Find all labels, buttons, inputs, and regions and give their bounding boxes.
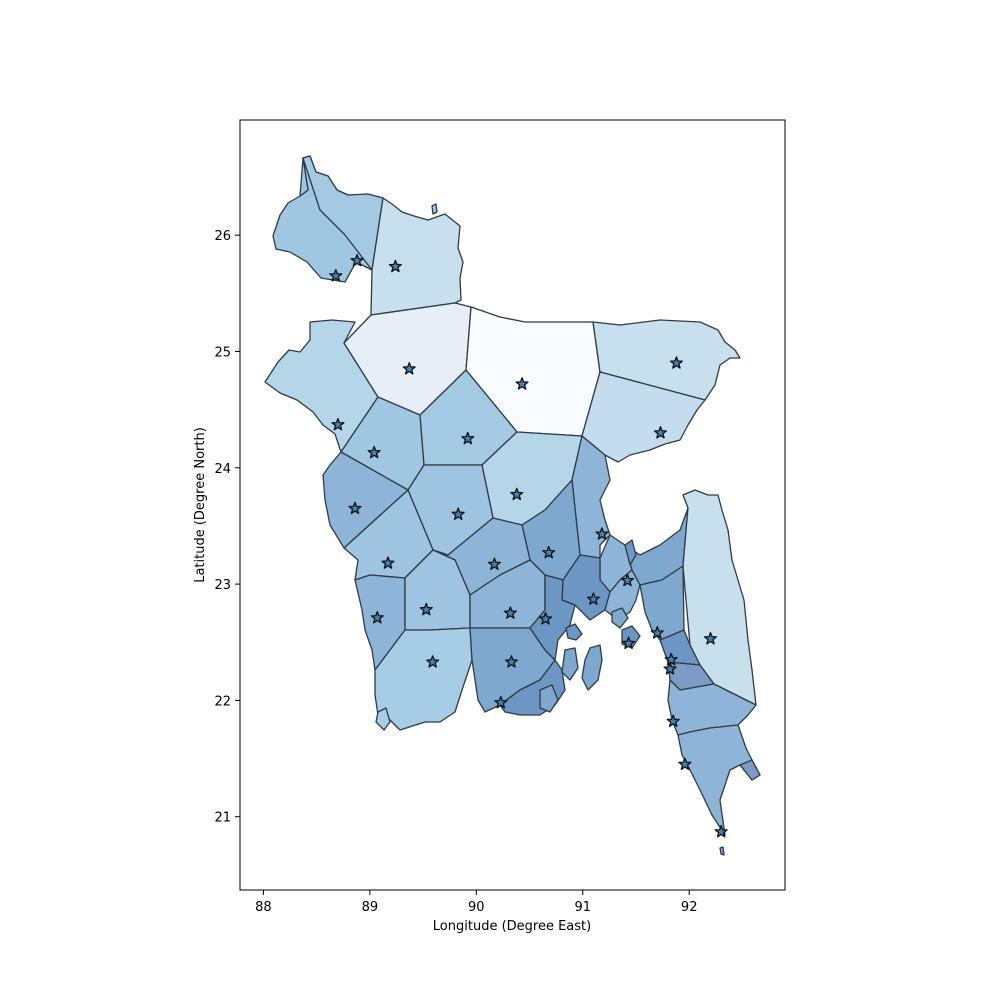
- station-star-marker: [666, 714, 680, 728]
- x-tick-label: 88: [255, 900, 272, 915]
- station-star-marker: [402, 362, 416, 375]
- station-star-marker: [426, 655, 440, 668]
- y-tick-label: 21: [214, 811, 231, 826]
- y-tick-label: 23: [214, 578, 231, 593]
- station-star-marker: [367, 445, 381, 459]
- y-axis-label: Latitude (Degree North): [193, 427, 208, 583]
- y-tick-label: 22: [214, 694, 231, 709]
- station-star-marker: [586, 592, 600, 605]
- stations-layer: [329, 253, 728, 838]
- station-star-marker: [542, 545, 556, 559]
- station-star-marker: [678, 757, 692, 771]
- station-star-marker: [663, 662, 677, 675]
- station-star-marker: [504, 655, 518, 668]
- y-axis-ticks: 21 22 23 24 25 26: [214, 229, 240, 826]
- station-star-marker: [419, 602, 433, 616]
- station-star-marker: [350, 253, 364, 267]
- station-star-marker: [331, 417, 345, 431]
- axes-frame: [239, 119, 786, 891]
- region-nilphamari: [302, 155, 384, 271]
- station-star-marker: [664, 652, 678, 666]
- y-tick-label: 24: [214, 462, 231, 477]
- region-dinajpur: [299, 157, 309, 197]
- x-tick-label: 91: [574, 900, 591, 915]
- island-3: [611, 607, 629, 629]
- regions-layer: [264, 155, 761, 856]
- island-7: [624, 539, 637, 566]
- plot-area-border: [239, 119, 786, 891]
- island-5: [561, 647, 579, 681]
- island-6: [539, 684, 559, 713]
- station-star-marker: [461, 431, 475, 445]
- region-sylhet: [592, 319, 741, 401]
- x-axis-ticks: 88 89 90 91 92: [255, 890, 697, 915]
- station-star-marker: [381, 556, 395, 569]
- station-star-marker: [620, 573, 635, 587]
- station-star-marker: [714, 824, 728, 838]
- station-star-marker: [451, 507, 465, 520]
- y-tick-label: 26: [214, 229, 231, 244]
- station-star-marker: [538, 612, 553, 625]
- station-star-marker: [621, 636, 636, 650]
- station-star-marker: [653, 426, 668, 439]
- y-tick-label: 25: [214, 345, 231, 360]
- station-star-marker: [669, 356, 683, 369]
- station-star-marker: [503, 606, 517, 619]
- island-1: [581, 644, 603, 691]
- station-star-marker: [329, 269, 343, 282]
- station-star-marker: [348, 501, 362, 515]
- x-tick-label: 89: [362, 900, 379, 915]
- region-saint-martin: [739, 759, 761, 781]
- station-star-marker: [487, 557, 501, 570]
- x-tick-label: 92: [681, 900, 698, 915]
- station-star-marker: [510, 487, 524, 501]
- region-hatiya: [529, 574, 576, 661]
- x-tick-label: 90: [468, 900, 485, 915]
- station-star-marker: [370, 610, 384, 624]
- station-star-marker: [494, 695, 508, 709]
- station-star-marker: [703, 631, 718, 645]
- island-9: [375, 707, 391, 731]
- island-10: [431, 203, 438, 215]
- island-2: [565, 623, 583, 641]
- station-star-marker: [595, 527, 609, 540]
- x-axis-label: Longitude (Degree East): [433, 919, 591, 934]
- station-star-marker: [515, 377, 529, 390]
- station-star-marker: [388, 259, 402, 273]
- island-8: [719, 846, 725, 856]
- station-star-marker: [650, 626, 664, 639]
